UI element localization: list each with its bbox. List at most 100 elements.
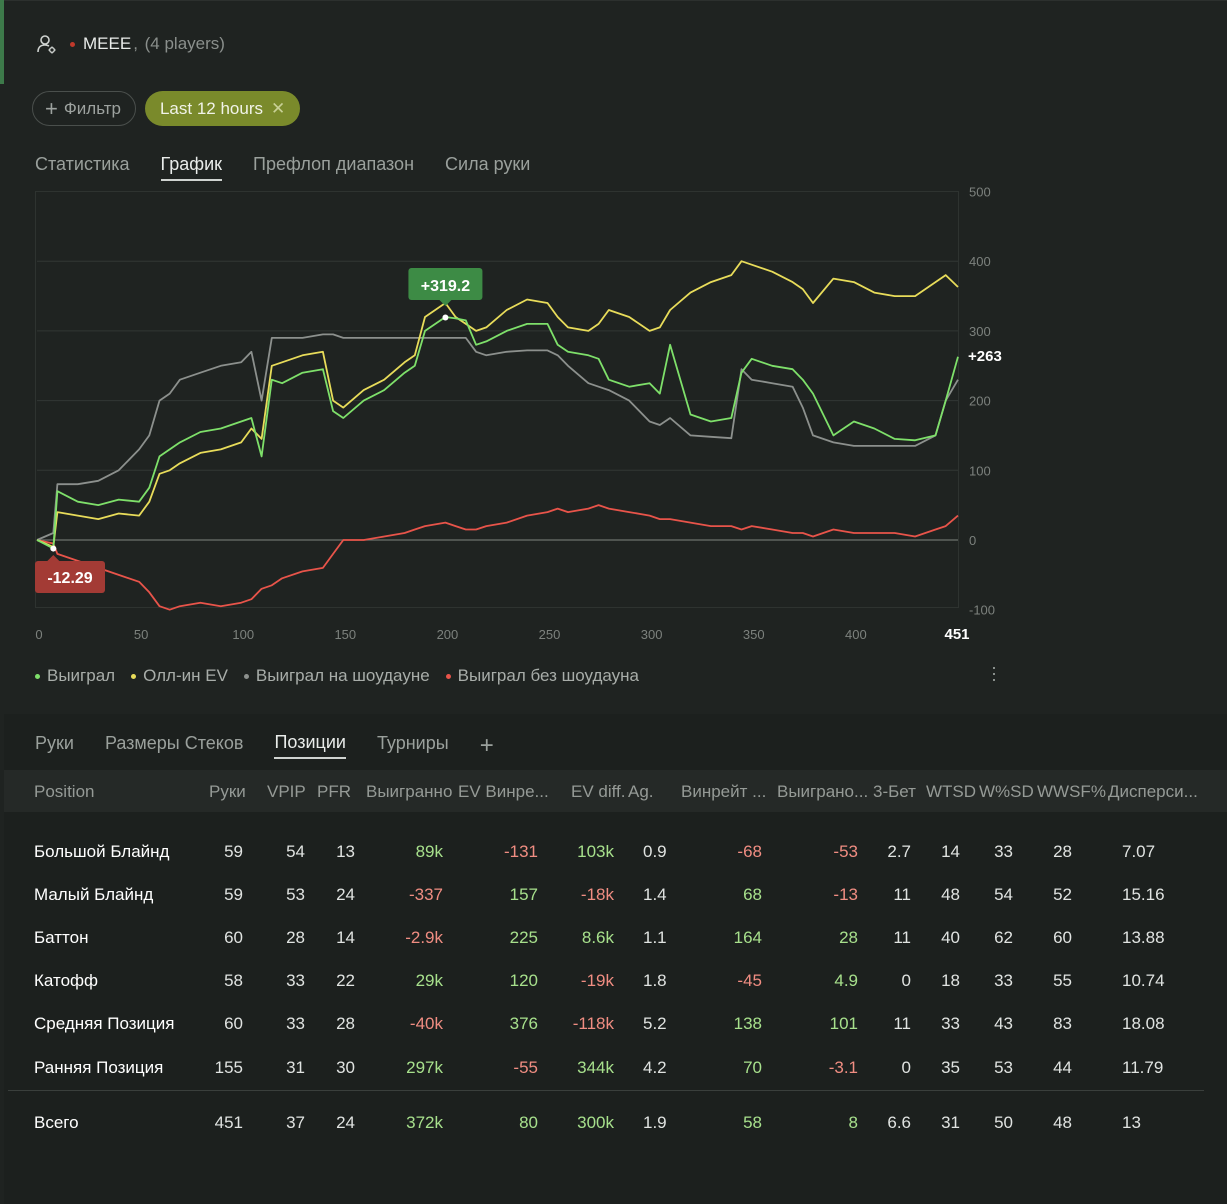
col-vpip[interactable]: VPIP (267, 782, 306, 801)
cell-won2: -3.1 (828, 1058, 858, 1077)
more-options-icon[interactable]: · · · (991, 657, 997, 689)
total-divider (8, 1090, 1204, 1091)
cell-threebet: 11 (893, 928, 911, 947)
cell-wsd: 33 (994, 842, 1013, 861)
tab-statistics[interactable]: Статистика (35, 154, 130, 174)
close-icon[interactable]: ✕ (270, 98, 286, 118)
tab-hand-strength[interactable]: Сила руки (445, 154, 531, 174)
cell-vpip: 54 (286, 842, 305, 861)
col-wsd[interactable]: W%SD (979, 782, 1034, 801)
tab-tournaments[interactable]: Турниры (376, 733, 449, 753)
col-won-2[interactable]: Выиграно... (777, 782, 869, 801)
y-tick-label: -100 (969, 603, 995, 618)
col-aggression[interactable]: Ag. (628, 782, 654, 801)
col-position[interactable]: Position (34, 782, 95, 801)
cell-won2: 101 (829, 1014, 858, 1033)
tab-graph[interactable]: График (160, 154, 223, 181)
total-row[interactable]: Всего 451 37 24 372k 80 300k 1.9 58 8 6.6 31 50 48 13 (4, 1103, 1227, 1143)
positions-panel: Руки Размеры Стеков Позиции Турниры + Po… (4, 714, 1227, 1204)
legend-item-non-showdown[interactable]: Выиграл без шоудауна (445, 666, 639, 686)
cell-disp: 15.16 (1122, 885, 1165, 904)
cell-hands: 60 (224, 1014, 243, 1033)
cell-hands: 59 (224, 842, 243, 861)
min-tooltip-label: -12.29 (47, 570, 92, 587)
table-row[interactable]: Ранняя Позиция 155 31 30 297k -55 344k 4.2 70 -3.… (4, 1048, 1227, 1088)
cell-ag: 1.8 (643, 971, 667, 990)
legend-item-showdown[interactable]: Выиграл на шоудауне (243, 666, 430, 686)
series-won-line[interactable] (36, 316, 959, 550)
accent-edge (0, 0, 4, 84)
y-tick-label: 0 (969, 533, 976, 548)
col-winrate[interactable]: Винрейт ... (681, 782, 767, 801)
table-row[interactable]: Баттон 60 28 14 -2.9k 225 8.6k 1.1 164 28 11 40 62 60… (4, 918, 1227, 958)
cell-wtsd: 14 (941, 842, 960, 861)
tab-hands[interactable]: Руки (35, 733, 74, 753)
tab-preflop-range[interactable]: Префлоп диапазон (253, 154, 415, 174)
legend-item-allin-ev[interactable]: Олл-ин EV (131, 666, 228, 686)
cell-winrate: -68 (737, 842, 762, 861)
add-filter-button[interactable]: + Фильтр (32, 91, 136, 126)
cell-position: Катофф (34, 971, 99, 990)
cell-ev-winrate: 376 (509, 1014, 538, 1033)
x-tick-label: 50 (134, 627, 148, 642)
cell-wsd: 53 (994, 1058, 1013, 1077)
user-settings-icon[interactable] (36, 33, 58, 55)
filter-bar: + Фильтр Last 12 hours ✕ (32, 91, 301, 126)
x-tick-label: 0 (35, 627, 42, 642)
player-name: MEEE (83, 34, 132, 53)
cell-wsd: 62 (994, 928, 1013, 947)
table-row[interactable]: Большой Блайнд 59 54 13 89k -131 103k 0.9 -68 -53… (4, 832, 1227, 872)
cell-hands: 59 (224, 885, 243, 904)
cell-threebet: 2.7 (887, 842, 911, 861)
cell-winrate: 68 (743, 885, 762, 904)
cell-wwsf: 60 (1053, 928, 1072, 947)
winnings-chart[interactable]: 500 400 300 200 100 0 -100 0 50 100 150 200 250 300 35… (0, 0, 1227, 650)
cell-wtsd: 35 (941, 1058, 960, 1077)
col-wtsd[interactable]: WTSD (926, 782, 977, 801)
status-dot (70, 41, 75, 47)
col-won[interactable]: Выигранно (366, 782, 453, 801)
cell-wwsf: 52 (1053, 885, 1072, 904)
cell-won: -40k (409, 1014, 443, 1033)
tab-stack-sizes[interactable]: Размеры Стеков (104, 733, 244, 753)
cell-ev-winrate: 80 (519, 1113, 538, 1132)
tab-positions[interactable]: Позиции (274, 732, 346, 759)
cell-position: Большой Блайнд (34, 842, 170, 861)
cell-ev-diff: -19k (580, 971, 614, 990)
legend-label: Выиграл без шоудауна (457, 666, 639, 685)
col-hands[interactable]: Руки (209, 782, 246, 801)
col-dispersion[interactable]: Дисперси... (1108, 782, 1198, 801)
add-tab-icon[interactable]: + (479, 731, 494, 759)
cell-disp: 10.74 (1122, 971, 1165, 990)
cell-position: Баттон (34, 928, 89, 947)
cell-pfr: 30 (336, 1058, 355, 1077)
table-row[interactable]: Малый Блайнд 59 53 24 -337 157 -18k 1.4 68 -13 11 4… (4, 875, 1227, 915)
y-tick-label: 400 (969, 254, 991, 269)
series-showdown-line[interactable] (36, 333, 959, 541)
table-row[interactable]: Средняя Позиция 60 33 28 -40k 376 -118k 5.2 138 1… (4, 1004, 1227, 1044)
cell-disp: 11.79 (1122, 1058, 1164, 1077)
table-row[interactable]: Катофф 58 33 22 29k 120 -19k 1.8 -45 4.9 0 18 33 55 10… (4, 961, 1227, 1001)
col-ev-diff[interactable]: EV diff. (571, 782, 626, 801)
legend-item-won[interactable]: Выиграл (35, 666, 115, 686)
chart-legend: Выиграл Олл-ин EV Выиграл на шоудауне Вы… (35, 666, 639, 686)
col-3bet[interactable]: 3-Бет (873, 782, 916, 801)
col-pfr[interactable]: PFR (317, 782, 351, 801)
min-tooltip-box (35, 561, 105, 593)
col-ev-winrate[interactable]: EV Винре... (458, 782, 549, 801)
series-allin-ev-line[interactable] (36, 260, 959, 548)
min-point-marker (50, 545, 57, 552)
cell-disp: 18.08 (1122, 1014, 1165, 1033)
main-tabs: Статистика График Префлоп диапазон Сила … (35, 154, 530, 181)
series-non-showdown-line[interactable] (36, 504, 959, 611)
cell-ag: 0.9 (643, 842, 667, 861)
time-filter-chip[interactable]: Last 12 hours ✕ (144, 91, 301, 126)
cell-position: Малый Блайнд (34, 885, 154, 904)
cell-wsd: 50 (994, 1113, 1013, 1132)
col-wwsf[interactable]: WWSF% (1037, 782, 1106, 801)
cell-vpip: 53 (286, 885, 305, 904)
cell-winrate: 58 (743, 1113, 762, 1132)
cell-won2: 4.9 (834, 971, 858, 990)
max-point-marker (442, 314, 449, 321)
cell-won2: 28 (839, 928, 858, 947)
